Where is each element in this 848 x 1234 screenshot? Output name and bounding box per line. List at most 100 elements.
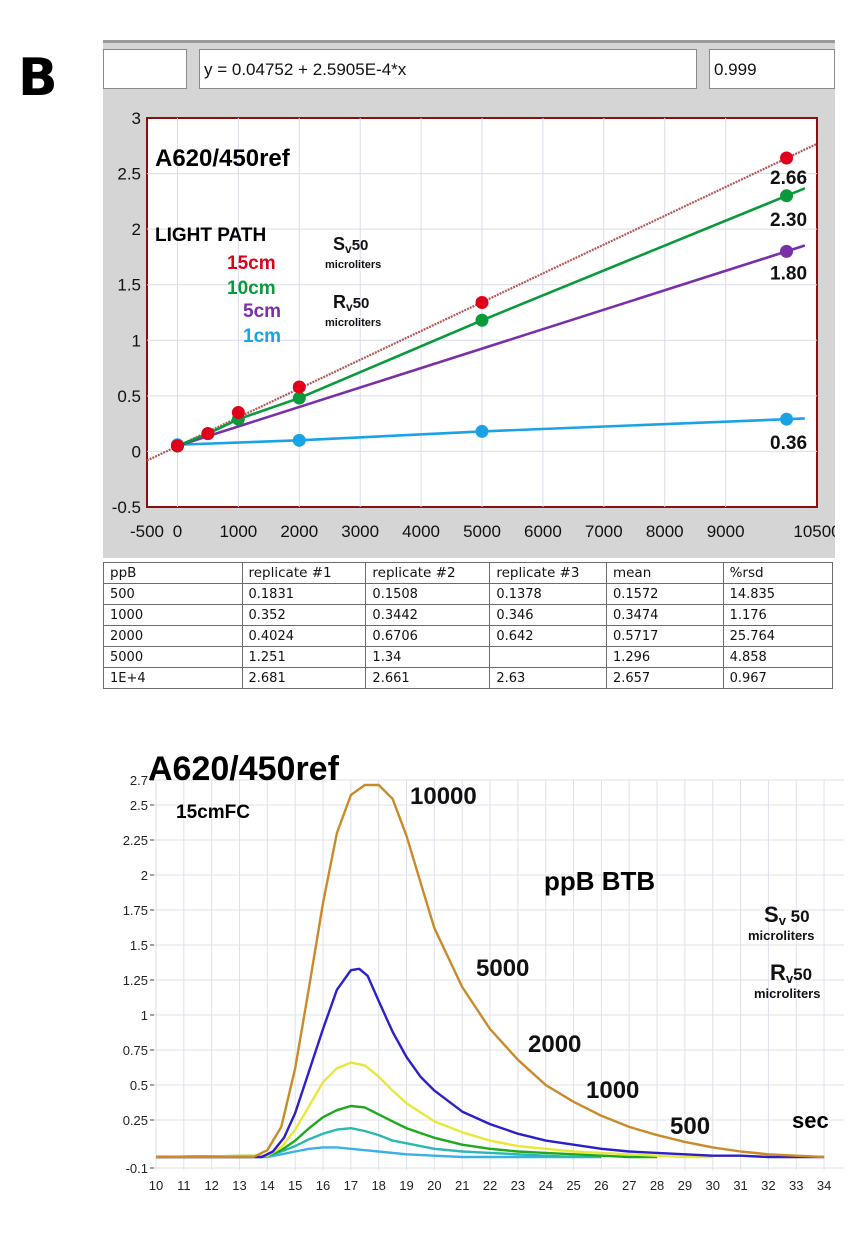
table-row: 500 0.1831 0.1508 0.1378 0.1572 14.835 <box>103 583 834 605</box>
grid <box>154 779 844 1170</box>
table-cell: 0.346 <box>489 604 607 626</box>
x-tick-label: 31 <box>733 1178 747 1193</box>
table-cell: 25.764 <box>722 625 834 647</box>
series-line <box>156 967 825 1159</box>
x-tick-label: 34 <box>817 1178 831 1193</box>
y-tick-label: 0.75 <box>123 1043 148 1058</box>
end-value-label: 2.30 <box>770 210 807 231</box>
chart-title: A620/450ref <box>148 750 340 788</box>
column-header: replicate #3 <box>489 562 607 584</box>
x-tick-label: 15 <box>288 1178 302 1193</box>
table-cell: 1.296 <box>605 646 724 668</box>
data-point <box>201 427 215 441</box>
fit-equation-box: y = 0.04752 + 2.5905E-4*x <box>199 49 697 89</box>
table-cell: 1E+4 <box>103 667 243 689</box>
x-tick-label: 28 <box>650 1178 664 1193</box>
data-point <box>231 406 245 420</box>
legend-item: 15cm <box>227 253 276 274</box>
data-point <box>780 244 794 258</box>
y-tick-label: 2.5 <box>117 165 141 184</box>
x-tick-label: 4000 <box>402 522 440 541</box>
data-point <box>780 189 794 203</box>
data-point <box>780 151 794 165</box>
table-cell: 4.858 <box>722 646 834 668</box>
x-tick-label: 12 <box>204 1178 218 1193</box>
series-label: 2000 <box>528 1031 581 1058</box>
table-cell: 1.251 <box>241 646 367 668</box>
x-tick-label: 24 <box>538 1178 552 1193</box>
table-cell: 0.352 <box>241 604 367 626</box>
y-tick-label: -0.1 <box>126 1161 148 1176</box>
y-tick-label: 0 <box>132 442 141 461</box>
y-tick-label: 0.25 <box>123 1113 148 1128</box>
note-unit: microliters <box>754 986 820 1001</box>
data-point <box>780 412 794 426</box>
y-tick-label: 0.5 <box>117 387 141 406</box>
table-cell: 0.3474 <box>605 604 724 626</box>
x-axis: 10 11 12 13 14 15 16 17 18 19 20 21 22 23 24 25 26 27 28 29… <box>149 1178 832 1193</box>
data-point <box>475 424 489 438</box>
note-label: Rv50 <box>770 960 812 986</box>
x-tick-label: 6000 <box>524 522 562 541</box>
y-tick-label: 1.5 <box>117 276 141 295</box>
table-row: 1E+4 2.681 2.661 2.63 2.657 0.967 <box>103 667 834 689</box>
y-tick-label: 1.25 <box>123 973 148 988</box>
table-cell: 0.4024 <box>241 625 367 647</box>
series-label: 500 <box>670 1113 710 1140</box>
table-cell: 14.835 <box>722 583 834 605</box>
series-line <box>155 1061 713 1159</box>
x-tick-label: 0 <box>173 522 182 541</box>
x-tick-label: 20 <box>427 1178 441 1193</box>
table-cell: 0.1508 <box>365 583 491 605</box>
y-tick-label: 0.5 <box>130 1078 148 1093</box>
chart-subtitle: 15cmFC <box>176 802 250 823</box>
table-cell: 0.1572 <box>605 583 724 605</box>
legend-title: LIGHT PATH <box>155 225 266 246</box>
annotation: ppB BTB <box>544 866 655 896</box>
series-label: 1000 <box>586 1077 639 1104</box>
x-tick-label: 16 <box>316 1178 330 1193</box>
x-tick-label: 27 <box>622 1178 636 1193</box>
x-tick-label: 8000 <box>646 522 684 541</box>
x-tick-label: 7000 <box>585 522 623 541</box>
x-tick-label: 2000 <box>280 522 318 541</box>
table-cell: 2.661 <box>365 667 491 689</box>
legend-item: 5cm <box>243 301 281 322</box>
note-label: Rv50 <box>333 292 369 314</box>
chart-title: A620/450ref <box>155 145 291 172</box>
y-tick-label: 1.75 <box>123 903 148 918</box>
legend-item: 10cm <box>227 278 276 299</box>
series-label: 5000 <box>476 955 529 982</box>
x-tick-label: 1000 <box>219 522 257 541</box>
legend-item: 1cm <box>243 326 281 347</box>
y-tick-label: -0.5 <box>112 498 141 517</box>
calibration-chart: -0.5 0 0.5 1 1.5 2 2.5 3 -500 0 1000 2000 3000 4000 5… <box>112 109 835 541</box>
y-tick-label: 1 <box>132 331 141 350</box>
data-point <box>475 295 489 309</box>
table-cell: 0.642 <box>489 625 607 647</box>
table-cell: 0.6706 <box>365 625 491 647</box>
y-axis: -0.1 0.25 0.5 0.75 1 1.25 1.5 1.75 2 2.25 2.5 2.7 <box>123 773 154 1176</box>
series-layer: 0.36 1.80 2.30 2.66 <box>170 151 807 454</box>
series-line <box>155 1127 602 1159</box>
data-point <box>292 380 306 394</box>
x-tick-label: 32 <box>761 1178 775 1193</box>
table-cell: 1.176 <box>722 604 834 626</box>
table-cell <box>489 646 607 668</box>
x-tick-label: 18 <box>371 1178 385 1193</box>
end-value-label: 2.66 <box>770 168 807 189</box>
y-tick-label: 2 <box>141 868 148 883</box>
column-header: replicate #2 <box>365 562 491 584</box>
fit-toolbar: y = 0.04752 + 2.5905E-4*x 0.999 <box>103 40 835 104</box>
end-value-label: 1.80 <box>770 263 807 284</box>
y-tick-label: 1 <box>141 1008 148 1023</box>
y-tick-label: 2 <box>132 220 141 239</box>
column-header: ppB <box>103 562 243 584</box>
x-tick-label: 26 <box>594 1178 608 1193</box>
x-tick-label: 22 <box>483 1178 497 1193</box>
data-point <box>292 433 306 447</box>
replicate-table: ppB replicate #1 replicate #2 replicate #3 m… <box>103 562 834 689</box>
